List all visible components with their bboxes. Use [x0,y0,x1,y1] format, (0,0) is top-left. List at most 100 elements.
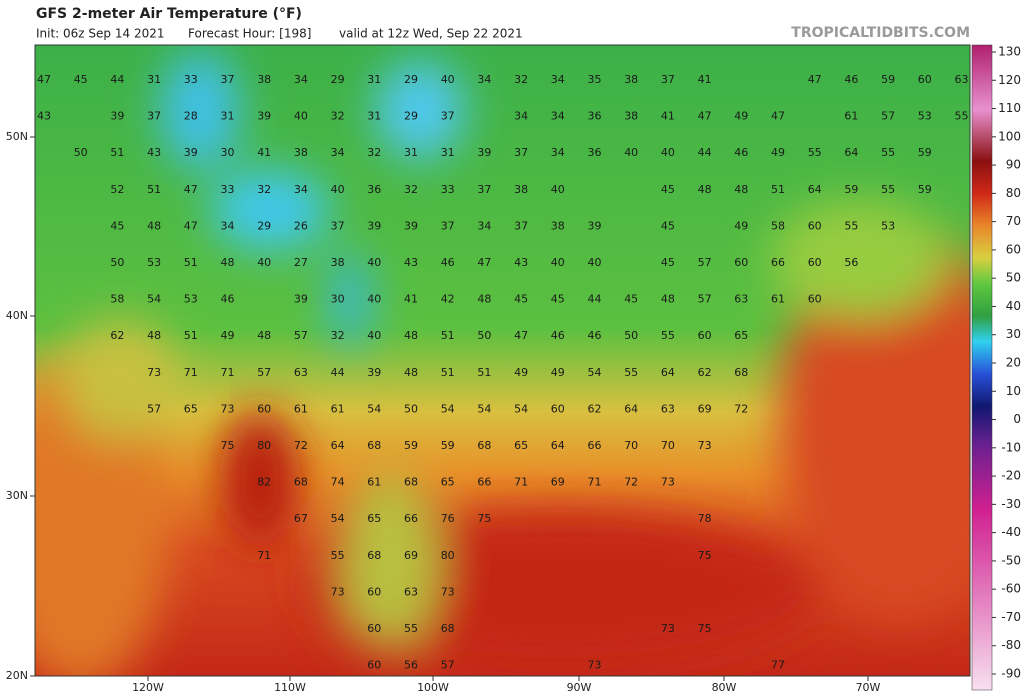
station-temperature: 62 [110,329,124,342]
station-temperature: 66 [771,256,785,269]
station-temperature: 55 [955,110,969,123]
station-temperature: 59 [441,439,455,452]
station-temperature: 51 [771,183,785,196]
colorbar-label: 80 [1006,186,1021,200]
station-temperature: 60 [918,73,932,86]
station-temperature: 66 [404,512,418,525]
station-temperature: 38 [331,256,345,269]
station-temperature: 40 [661,146,675,159]
colorbar-label: 130 [998,45,1021,59]
station-temperature: 54 [588,366,602,379]
lat-label: 30N [6,489,28,502]
station-temperature: 34 [294,73,308,86]
station-temperature: 46 [734,146,748,159]
station-temperature: 47 [514,329,528,342]
station-temperature: 60 [698,329,712,342]
station-temperature: 45 [661,256,675,269]
station-temperature: 48 [404,366,418,379]
station-temperature: 55 [881,183,895,196]
station-temperature: 49 [514,366,528,379]
station-temperature: 42 [441,293,455,306]
station-temperature: 55 [808,146,822,159]
station-temperature: 61 [331,402,345,415]
station-temperature: 30 [221,146,235,159]
station-temperature: 40 [441,73,455,86]
station-temperature: 71 [221,366,235,379]
station-temperature: 50 [74,146,88,159]
station-temperature: 53 [184,293,198,306]
colorbar-label: 60 [1006,242,1021,256]
station-temperature: 40 [551,183,565,196]
station-temperature: 40 [588,256,602,269]
station-temperature: 39 [257,110,271,123]
station-temperature: 63 [404,585,418,598]
station-temperature: 39 [477,146,491,159]
station-temperature: 51 [441,366,455,379]
station-temperature: 68 [404,476,418,489]
station-temperature: 45 [624,293,638,306]
station-temperature: 29 [404,73,418,86]
station-temperature: 73 [661,476,675,489]
station-temperature: 55 [661,329,675,342]
station-temperature: 64 [844,146,858,159]
station-temperature: 68 [441,622,455,635]
colorbar-label: 120 [998,73,1021,87]
station-temperature: 65 [734,329,748,342]
station-temperature: 29 [331,73,345,86]
station-temperature: 65 [184,402,198,415]
station-temperature: 48 [698,183,712,196]
station-temperature: 37 [477,183,491,196]
lon-label: 70W [856,681,881,694]
station-temperature: 48 [404,329,418,342]
colorbar-label: -50 [1001,553,1021,567]
station-temperature: 39 [110,110,124,123]
station-temperature: 73 [221,402,235,415]
station-temperature: 60 [367,659,381,672]
station-temperature: 64 [808,183,822,196]
station-temperature: 71 [588,476,602,489]
station-temperature: 37 [514,146,528,159]
station-temperature: 68 [367,549,381,562]
station-temperature: 41 [698,73,712,86]
station-temperature: 75 [698,549,712,562]
station-temperature: 45 [661,183,675,196]
station-temperature: 37 [441,219,455,232]
station-temperature: 31 [367,73,381,86]
station-temperature: 41 [404,293,418,306]
station-temperature: 56 [844,256,858,269]
station-temperature: 48 [147,329,161,342]
station-temperature: 44 [588,293,602,306]
colorbar-label: -10 [1001,440,1021,454]
colorbar-label: 70 [1006,214,1021,228]
station-temperature: 31 [441,146,455,159]
station-temperature: 72 [294,439,308,452]
station-temperature: 68 [294,476,308,489]
station-temperature: 32 [331,329,345,342]
station-temperature: 29 [257,219,271,232]
station-temperature: 66 [477,476,491,489]
station-temperature: 44 [698,146,712,159]
station-temperature: 75 [221,439,235,452]
station-temperature: 57 [147,402,161,415]
station-temperature: 51 [441,329,455,342]
station-temperature: 44 [331,366,345,379]
station-temperature: 55 [404,622,418,635]
colorbar-label: 20 [1006,356,1021,370]
station-temperature: 33 [221,183,235,196]
station-temperature: 51 [184,329,198,342]
station-temperature: 51 [184,256,198,269]
station-temperature: 46 [441,256,455,269]
station-temperature: 69 [551,476,565,489]
valid-time: valid at 12z Wed, Sep 22 2021 [339,27,523,41]
station-temperature: 49 [734,110,748,123]
colorbar-label: -20 [1001,469,1021,483]
station-temperature: 45 [514,293,528,306]
station-temperature: 46 [588,329,602,342]
station-temperature: 80 [257,439,271,452]
station-temperature: 74 [331,476,345,489]
station-temperature: 47 [184,183,198,196]
station-temperature: 53 [881,219,895,232]
lon-label: 100W [417,681,449,694]
station-temperature: 37 [441,110,455,123]
station-temperature: 72 [624,476,638,489]
